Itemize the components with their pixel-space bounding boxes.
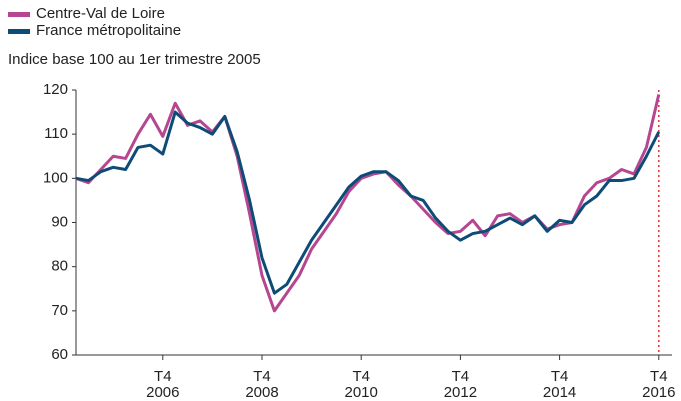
y-tick-label: 70: [51, 302, 68, 319]
legend-label: France métropolitaine: [36, 22, 181, 39]
y-tick-label: 60: [51, 346, 68, 363]
x-tick-label: T4: [253, 368, 271, 385]
y-tick-label: 120: [43, 81, 68, 98]
x-tick-label: T4: [154, 368, 172, 385]
x-tick-label: 2012: [444, 384, 477, 401]
x-tick-label: 2006: [146, 384, 179, 401]
x-tick-label: T4: [551, 368, 569, 385]
legend-swatch: [8, 12, 30, 17]
x-tick-label: 2010: [345, 384, 378, 401]
x-tick-label: T4: [352, 368, 370, 385]
series-line: [75, 94, 661, 313]
y-tick-label: 100: [43, 169, 68, 186]
series-line: [75, 110, 661, 295]
x-tick-label: 2014: [543, 384, 576, 401]
x-tick-label: 2016: [642, 384, 675, 401]
x-tick-label: T4: [650, 368, 668, 385]
legend-label: Centre-Val de Loire: [36, 5, 165, 22]
y-tick-label: 110: [44, 125, 68, 142]
x-tick-label: T4: [452, 368, 470, 385]
legend-swatch: [8, 29, 30, 34]
chart-subtitle: Indice base 100 au 1er trimestre 2005: [8, 51, 261, 68]
y-tick-label: 90: [51, 213, 68, 230]
x-tick-label: 2008: [245, 384, 278, 401]
y-tick-label: 80: [51, 258, 68, 275]
